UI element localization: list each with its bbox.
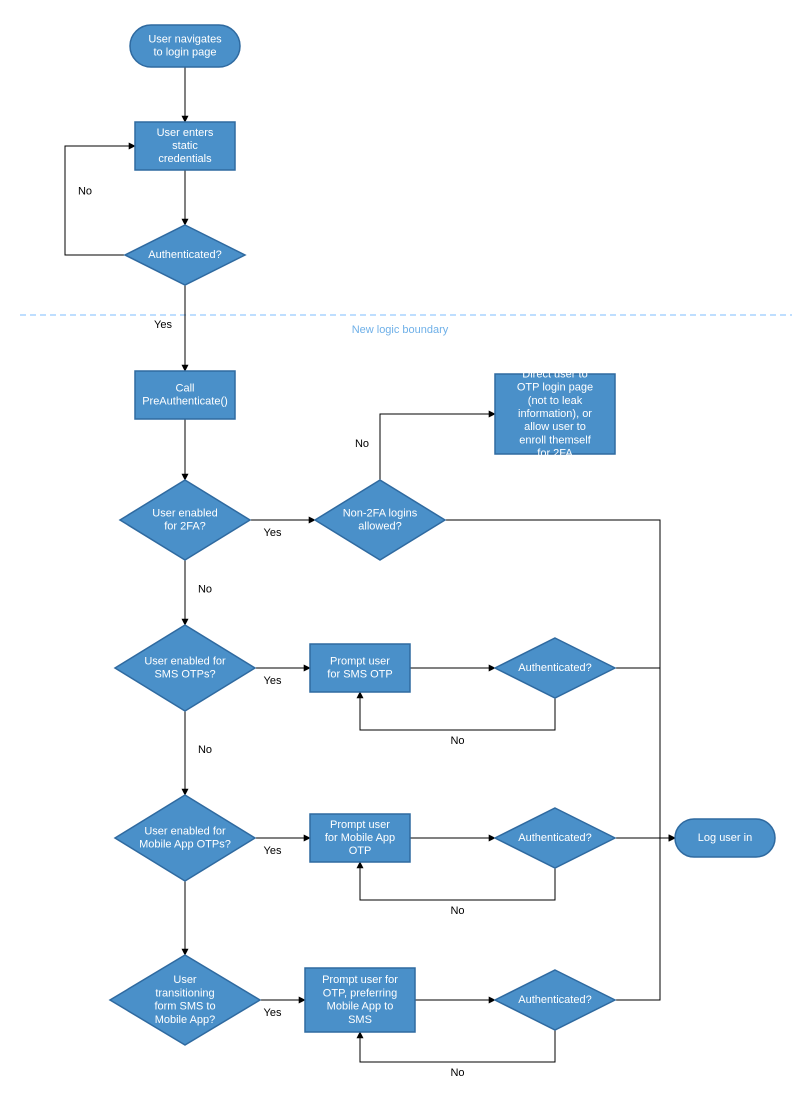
- edge-label-enabled2fa-to-non2fa: Yes: [264, 527, 282, 539]
- edge-label-auth1-to-preauth: Yes: [154, 319, 172, 331]
- node-label-start: User navigatesto login page: [148, 33, 222, 58]
- edge-label-auth1-to-creds: No: [78, 186, 92, 198]
- node-label-login: Log user in: [698, 832, 752, 844]
- edge-label-transq-to-transprompt: Yes: [264, 1007, 282, 1019]
- edge-authtrans-to-login: [615, 838, 675, 1000]
- node-mobprompt: Prompt userfor Mobile AppOTP: [310, 814, 410, 862]
- edge-label-mobotpq-to-mobprompt: Yes: [264, 845, 282, 857]
- node-creds: User entersstaticcredentials: [135, 122, 235, 170]
- node-label-authtrans: Authenticated?: [518, 994, 591, 1006]
- node-label-authsms: Authenticated?: [518, 662, 591, 674]
- flowchart: New logic boundary No Yes Yes No No Yes No No Ye…: [0, 0, 812, 1115]
- node-label-mobotpq: User enabled forMobile App OTPs?: [139, 825, 231, 850]
- node-auth1: Authenticated?: [125, 225, 245, 285]
- edge-authsms-to-login: [615, 668, 675, 838]
- node-label-auth1: Authenticated?: [148, 249, 221, 261]
- node-label-smsprompt: Prompt userfor SMS OTP: [327, 655, 392, 680]
- logic-boundary-label: New logic boundary: [352, 324, 449, 336]
- edge-label-smsotpq-to-mobotpq: No: [198, 744, 212, 756]
- edge-label-smsotpq-to-smsprompt: Yes: [264, 675, 282, 687]
- edge-auth1-to-creds: [65, 146, 135, 255]
- node-authmob: Authenticated?: [495, 808, 615, 868]
- node-transprompt: Prompt user forOTP, preferringMobile App…: [305, 968, 415, 1032]
- node-preauth: CallPreAuthenticate(): [135, 371, 235, 419]
- node-enabled2fa: User enabledfor 2FA?: [120, 480, 250, 560]
- node-smsprompt: Prompt userfor SMS OTP: [310, 644, 410, 692]
- node-start: User navigatesto login page: [130, 25, 240, 67]
- edge-label-enabled2fa-to-smsotpq: No: [198, 584, 212, 596]
- edge-authtrans-to-transprompt: [360, 1030, 555, 1062]
- edge-non2fa-to-otpinfo: [380, 414, 495, 480]
- node-label-otpinfo: Direct user toOTP login page(not to leak…: [517, 368, 593, 459]
- node-mobotpq: User enabled forMobile App OTPs?: [115, 795, 255, 881]
- edge-authsms-to-smsprompt: [360, 692, 555, 730]
- node-authtrans: Authenticated?: [495, 970, 615, 1030]
- node-smsotpq: User enabled forSMS OTPs?: [115, 625, 255, 711]
- edge-label-non2fa-to-otpinfo: No: [355, 438, 369, 450]
- node-otpinfo: Direct user toOTP login page(not to leak…: [495, 368, 615, 459]
- edge-label-authsms-to-smsprompt: No: [450, 735, 464, 747]
- node-transq: Usertransitioningform SMS toMobile App?: [110, 955, 260, 1045]
- node-non2fa: Non-2FA loginsallowed?: [315, 480, 445, 560]
- edge-label-authmob-to-mobprompt: No: [450, 905, 464, 917]
- node-login: Log user in: [675, 819, 775, 857]
- node-authsms: Authenticated?: [495, 638, 615, 698]
- edge-authmob-to-mobprompt: [360, 862, 555, 900]
- node-label-authmob: Authenticated?: [518, 832, 591, 844]
- edge-label-authtrans-to-transprompt: No: [450, 1067, 464, 1079]
- node-label-smsotpq: User enabled forSMS OTPs?: [144, 655, 226, 680]
